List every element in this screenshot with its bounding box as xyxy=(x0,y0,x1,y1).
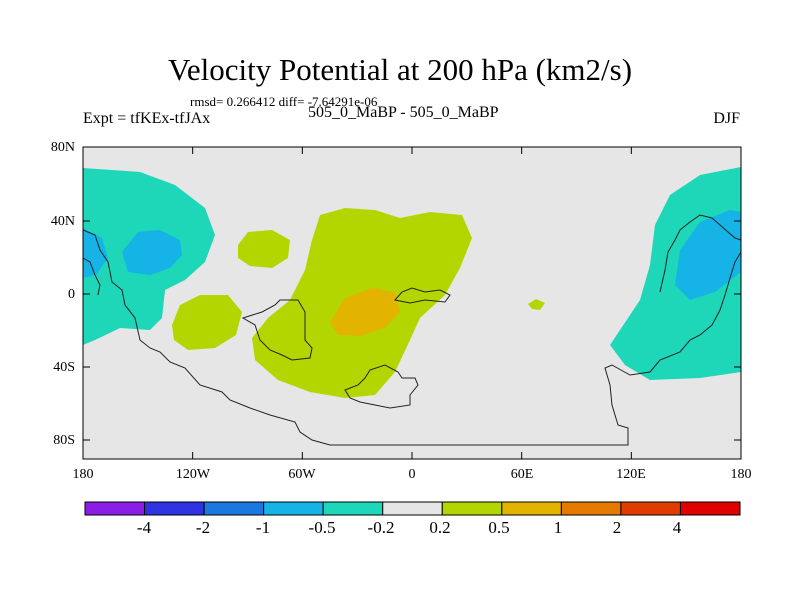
contour-positive-small xyxy=(528,299,545,310)
season-label: DJF xyxy=(713,110,740,127)
colorbar-box xyxy=(441,501,503,516)
colorbar-label: 4 xyxy=(672,518,682,537)
axis-ticks xyxy=(82,146,742,459)
lat-tick-label: 0 xyxy=(68,287,75,302)
lon-tick-label: 60E xyxy=(510,467,534,482)
experiment-label: Expt = tfKEx-tfJAx xyxy=(83,110,211,127)
lat-tick-label: 40S xyxy=(53,360,75,375)
colorbar-box xyxy=(203,501,265,516)
case-label: 505_0_MaBP - 505_0_MaBP xyxy=(308,104,499,121)
lat-tick-label: 40N xyxy=(50,214,75,229)
colorbar-label: 2 xyxy=(612,518,622,537)
plot-title: Velocity Potential at 200 hPa (km2/s) xyxy=(167,52,633,87)
colorbar xyxy=(84,501,741,516)
colorbar-label: -0.5 xyxy=(308,518,336,537)
colorbar-label: 1 xyxy=(553,518,563,537)
contour-strong-negative-west-2 xyxy=(122,230,182,275)
contour-strong-negative-east xyxy=(675,210,741,300)
lat-tick-label: 80S xyxy=(53,433,75,448)
colorbar-label: -1 xyxy=(255,518,271,537)
colorbar-label: -0.2 xyxy=(367,518,395,537)
lon-tick-label: 180 xyxy=(72,467,94,482)
contour-strong-negative-west-1 xyxy=(83,228,108,278)
lon-tick-label: 180 xyxy=(730,467,752,482)
colorbar-box xyxy=(560,501,622,516)
colorbar-label: -4 xyxy=(136,518,152,537)
coastlines xyxy=(83,214,741,446)
lon-tick-label: 120E xyxy=(616,467,646,482)
lon-tick-label: 0 xyxy=(408,467,416,482)
lon-tick-label: 60W xyxy=(288,467,316,482)
colorbar-box xyxy=(322,501,384,516)
colorbar-box xyxy=(382,501,443,516)
lat-tick-label: 80N xyxy=(50,140,75,155)
colorbar-label: 0.5 xyxy=(488,518,510,537)
contour-positive-north-pacific xyxy=(238,230,290,268)
lon-tick-label: 120W xyxy=(175,467,211,482)
colorbar-box xyxy=(263,501,324,516)
colorbar-label: 0.2 xyxy=(429,518,451,537)
colorbar-box xyxy=(84,501,146,516)
colorbar-label: -2 xyxy=(195,518,211,537)
colorbar-box xyxy=(144,501,205,516)
contour-positive-south-pacific xyxy=(172,295,242,350)
colorbar-box xyxy=(501,501,562,516)
stats-label: rmsd= 0.266412 diff= -7.64291e-06 xyxy=(190,94,378,109)
colorbar-box xyxy=(679,501,741,516)
colorbar-box xyxy=(620,501,681,516)
contour-positive-center xyxy=(330,288,400,336)
